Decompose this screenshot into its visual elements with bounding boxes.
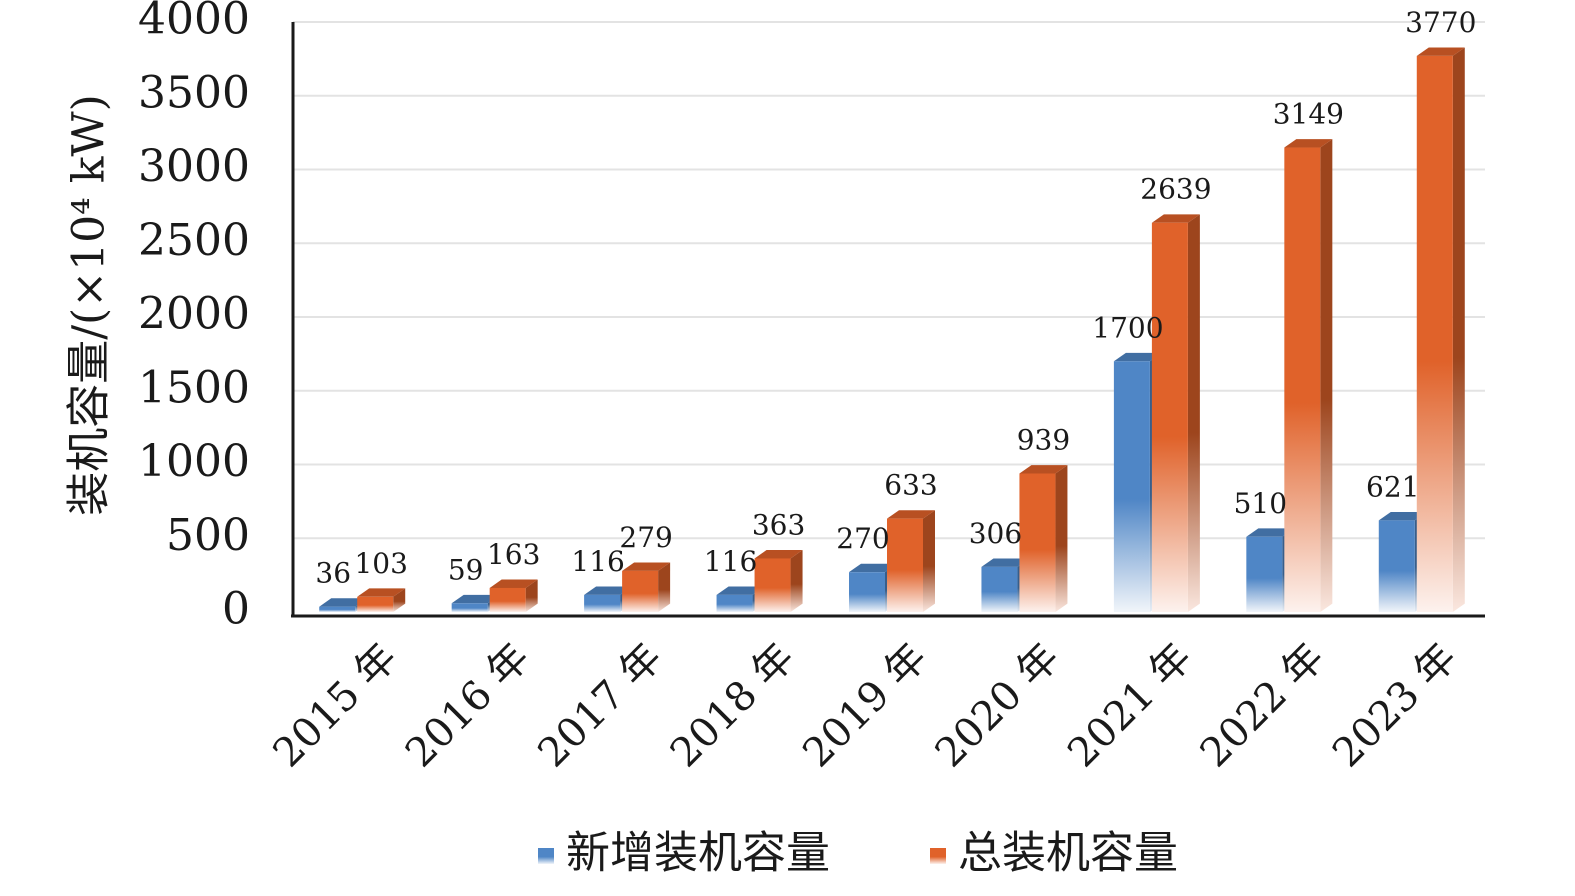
data-label: 270 (836, 522, 889, 555)
bar-front (357, 597, 393, 612)
y-tick-label: 3500 (138, 67, 250, 118)
x-tick-label: 2022 年 (1192, 635, 1334, 777)
bar-front (849, 572, 885, 612)
bar-side (1188, 214, 1200, 612)
y-tick-label: 3000 (138, 141, 250, 192)
bar-front (490, 588, 526, 612)
x-tick-label: 2015 年 (265, 635, 407, 777)
x-tick-label: 2016 年 (397, 635, 539, 777)
bar-front (1417, 56, 1453, 612)
y-tick-label: 1000 (138, 436, 250, 487)
bar-front (1284, 148, 1320, 612)
y-axis-title: 装机容量/(×10⁴ kW) (64, 94, 115, 516)
y-tick-label: 500 (166, 510, 250, 561)
data-label: 3770 (1405, 6, 1476, 39)
bar-front (452, 603, 488, 612)
data-label: 116 (571, 545, 624, 578)
x-tick-label: 2020 年 (927, 635, 1069, 777)
data-label: 3149 (1273, 98, 1344, 131)
bar (1284, 139, 1332, 612)
data-label: 163 (487, 538, 540, 571)
bar (755, 550, 803, 612)
data-label: 103 (354, 547, 407, 580)
y-tick-label: 2000 (138, 289, 250, 340)
bar (622, 562, 670, 612)
x-tick-label: 2018 年 (662, 635, 804, 777)
x-tick-label: 2019 年 (794, 635, 936, 777)
data-label: 633 (884, 469, 937, 502)
bar-front (717, 595, 753, 612)
bar-front (1019, 473, 1055, 612)
data-label: 2639 (1140, 173, 1211, 206)
data-label: 1700 (1092, 311, 1163, 344)
bar (357, 588, 405, 612)
bar-side (923, 510, 935, 612)
bar-front (622, 571, 658, 612)
y-axis-ticks: 0 500 1000 1500 2000 2500 3000 3500 4000 (138, 0, 250, 635)
bar-side (1453, 48, 1465, 612)
data-label: 59 (448, 553, 484, 586)
data-label: 621 (1366, 470, 1419, 503)
bar (1019, 465, 1067, 612)
data-label: 363 (752, 508, 805, 541)
data-label: 279 (619, 521, 672, 554)
bar-front (981, 567, 1017, 612)
data-label: 36 (315, 557, 351, 590)
legend-swatch-top (930, 848, 946, 856)
bar-front (1379, 520, 1415, 612)
bar (887, 510, 935, 612)
legend-swatch-top (538, 848, 554, 856)
bar-front (1246, 537, 1282, 612)
bar-front (1152, 223, 1188, 612)
bar-side (1320, 139, 1332, 612)
legend: 新增装机容量 总装机容量 (538, 828, 1178, 879)
bars (319, 48, 1465, 612)
data-label: 939 (1017, 423, 1070, 456)
data-label: 306 (969, 517, 1022, 550)
legend-item: 总装机容量 (930, 828, 1178, 879)
bar-front (584, 595, 620, 612)
x-tick-label: 2021 年 (1059, 635, 1201, 777)
bar (1152, 214, 1200, 612)
y-tick-label: 2500 (138, 215, 250, 266)
y-tick-label: 1500 (138, 362, 250, 413)
y-tick-label: 4000 (138, 0, 250, 45)
bar-side (1055, 465, 1067, 612)
x-tick-label: 2017 年 (529, 635, 671, 777)
bar (1417, 48, 1465, 612)
legend-item: 新增装机容量 (538, 828, 830, 879)
y-tick-label: 0 (222, 584, 250, 635)
x-tick-label: 2023 年 (1324, 635, 1466, 777)
legend-label: 总装机容量 (958, 828, 1178, 879)
data-label: 116 (704, 545, 757, 578)
legend-label: 新增装机容量 (566, 828, 830, 879)
data-label: 510 (1234, 487, 1287, 520)
bar-front (319, 607, 355, 612)
bar-side (658, 562, 670, 612)
bar-front (755, 558, 791, 612)
bar-side (791, 550, 803, 612)
bar (490, 580, 538, 612)
bar-front (887, 519, 923, 612)
bar-front (1114, 361, 1150, 612)
